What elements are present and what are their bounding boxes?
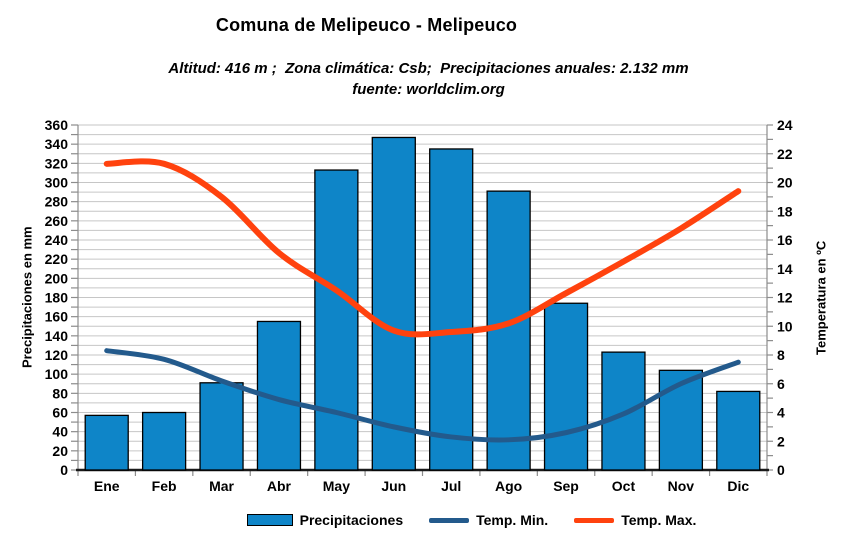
chart-subtitle-source: fuente: worldclim.org <box>352 81 505 98</box>
left-axis-tick-label: 20 <box>52 443 68 459</box>
left-axis-tick-label: 120 <box>45 347 69 363</box>
precipitation-bar <box>84 414 129 471</box>
month-label: Ago <box>495 478 522 494</box>
precipitation-bar <box>314 169 359 471</box>
precipitation-bar <box>199 382 244 471</box>
precipitation-bar <box>371 136 416 471</box>
chart-title: Comuna de Melipeuco - Melipeuco <box>215 15 518 35</box>
right-axis-tick-label: 14 <box>777 261 793 277</box>
precipitation-bar <box>716 390 761 471</box>
precipitation-bar <box>429 148 474 471</box>
month-label: Ene <box>94 478 120 494</box>
legend-label-precipitaciones: Precipitaciones <box>299 512 404 528</box>
precipitation-bar <box>141 411 187 471</box>
legend-item-temp-max: Temp. Max. <box>574 512 696 528</box>
month-label: Sep <box>553 478 579 494</box>
left-axis-tick-label: 220 <box>45 251 69 267</box>
legend-item-temp-min: Temp. Min. <box>429 512 548 528</box>
precipitation-bar <box>543 302 589 471</box>
legend-label-temp-min: Temp. Min. <box>476 512 549 528</box>
left-axis-tick-label: 0 <box>60 462 68 478</box>
left-axis-tick-label: 160 <box>45 309 69 325</box>
left-axis-tick-label: 360 <box>45 117 69 133</box>
left-axis-tick-label: 340 <box>45 136 69 152</box>
left-axis-tick-label: 200 <box>45 270 69 286</box>
right-axis-tick-label: 12 <box>777 290 793 306</box>
month-label: Mar <box>209 478 234 494</box>
right-axis-tick-label: 18 <box>777 203 793 219</box>
right-axis-tick-label: 24 <box>777 117 793 133</box>
left-axis-tick-label: 80 <box>52 385 68 401</box>
precipitation-bar <box>486 190 531 471</box>
month-label: Feb <box>152 478 177 494</box>
right-axis-tick-label: 22 <box>777 146 793 162</box>
temp-min-line <box>104 348 741 443</box>
left-axis-tick-label: 40 <box>52 424 68 440</box>
month-label: Abr <box>267 478 292 494</box>
month-label: May <box>323 478 350 494</box>
temp-min-line-swatch <box>429 517 470 523</box>
month-label: Jul <box>441 478 461 494</box>
month-label: Jun <box>381 478 406 494</box>
left-axis-tick-label: 100 <box>45 366 69 382</box>
left-axis-tick-label: 60 <box>52 405 68 421</box>
left-axis-tick-label: 280 <box>45 194 69 210</box>
temp-max-line-swatch <box>574 517 615 523</box>
right-axis-tick-label: 0 <box>777 462 785 478</box>
right-axis-tick-label: 20 <box>777 175 793 191</box>
left-axis-tick-label: 240 <box>45 232 69 248</box>
chart-subtitle-info: Altitud: 416 m ; Zona climática: Csb; Pr… <box>168 60 689 77</box>
chart-legend: Precipitaciones Temp. Min. Temp. Max. <box>43 512 857 528</box>
right-axis-tick-label: 6 <box>777 376 785 392</box>
month-label: Nov <box>668 478 695 494</box>
left-axis-tick-label: 320 <box>45 155 69 171</box>
month-label: Oct <box>612 478 636 494</box>
right-axis-tick-label: 16 <box>777 232 793 248</box>
legend-item-precipitaciones: Precipitaciones <box>246 512 404 528</box>
left-axis-tick-label: 180 <box>45 290 69 306</box>
precipitation-bar <box>658 369 704 471</box>
left-axis-tick-label: 140 <box>45 328 69 344</box>
month-label: Dic <box>727 478 749 494</box>
temp-max-line <box>103 158 742 338</box>
right-axis-tick-label: 8 <box>777 347 785 363</box>
right-axis-tick-label: 4 <box>777 405 785 421</box>
right-axis-tick-label: 2 <box>777 433 785 449</box>
left-axis-tick-label: 260 <box>45 213 69 229</box>
right-axis-tick-label: 10 <box>777 318 793 334</box>
legend-label-temp-max: Temp. Max. <box>621 512 697 528</box>
precipitation-bar-swatch <box>246 514 293 526</box>
left-axis-tick-label: 300 <box>45 175 69 191</box>
precipitation-bar <box>601 351 646 471</box>
